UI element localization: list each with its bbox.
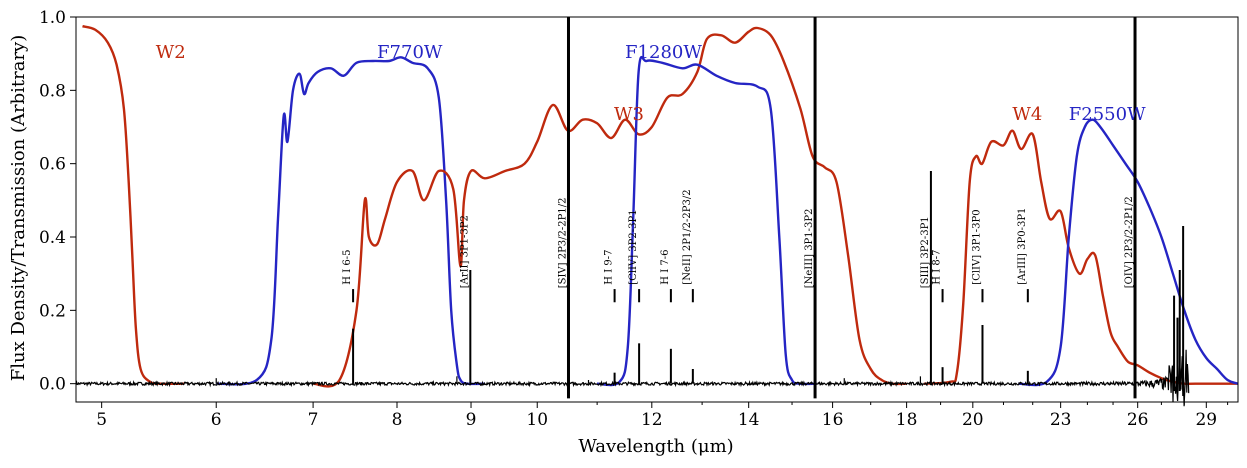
- y-tick-label: 0.6: [39, 155, 66, 175]
- emission-line-label: [ClIV] 3P1-3P0: [972, 209, 983, 284]
- emission-line-label: [NeIII] 3P1-3P2: [804, 209, 815, 289]
- band-label-f2550w: F2550W: [1069, 104, 1146, 125]
- x-tick-label: 5: [96, 410, 107, 430]
- labels-group: W2 F770W W3 F1280W W4 F2550W: [156, 42, 1146, 125]
- plot-frame: [75, 16, 1239, 403]
- band-label-f770w: F770W: [377, 42, 443, 63]
- band-label-w3: W3: [614, 104, 644, 125]
- emission-line-label: [ArIII] 3P0-3P1: [1017, 208, 1028, 285]
- emission-line-label: [SIII] 3P2-3P1: [920, 216, 931, 288]
- y-tick-label: 0.0: [39, 375, 66, 395]
- x-tick-label: 20: [962, 410, 984, 430]
- emission-line-label: H I 7-6: [660, 250, 671, 285]
- x-tick-label: 16: [822, 410, 844, 430]
- x-tick-label: 26: [1127, 410, 1149, 430]
- x-tick-label: 8: [392, 410, 403, 430]
- emission-line-label: H I 8-7: [932, 250, 943, 285]
- spectrum-line: [75, 349, 1190, 407]
- y-tick-label: 0.8: [39, 81, 66, 101]
- emission-lines-group: H I 6-5 [ArII] 3P1-3P2 [SIV] 2P3/2-2P1/2 H …: [342, 17, 1137, 399]
- series-line-f2550w: [1018, 118, 1239, 387]
- series-line-w4: [923, 129, 1238, 386]
- x-tick-label: 23: [1050, 410, 1072, 430]
- series-line-w3: [312, 26, 907, 388]
- x-tick-label: 14: [738, 410, 760, 430]
- band-label-f1280w: F1280W: [625, 42, 702, 63]
- emission-line-label: [SIV] 2P3/2-2P1/2: [558, 198, 569, 289]
- band-label-w4: W4: [1012, 104, 1042, 125]
- x-tick-label: 29: [1195, 410, 1217, 430]
- axes-group: 5 6 7 8 9 10 12 14 16 18 20 23 26 29 0.0 0.2 0.4 0.6 0.8 1.…: [39, 8, 1239, 430]
- x-tick-label: 7: [308, 410, 319, 430]
- emission-line-label: [ArII] 3P1-3P2: [459, 215, 470, 288]
- emission-line-label: [OIV] 2P3/2-2P1/2: [1124, 196, 1135, 288]
- emission-line-label: H I 9-7: [604, 250, 615, 285]
- spectrum-group: [75, 226, 1190, 407]
- x-tick-label: 12: [641, 410, 663, 430]
- y-tick-label: 0.4: [39, 228, 66, 248]
- series-line-f1280w: [597, 56, 817, 387]
- band-label-w2: W2: [156, 42, 186, 63]
- x-tick-label: 10: [526, 410, 548, 430]
- x-axis-title: Wavelength (μm): [578, 436, 733, 457]
- x-tick-label: 6: [211, 410, 222, 430]
- emission-line-label: H I 6-5: [342, 250, 353, 285]
- series-line-w2: [82, 25, 185, 386]
- series-line-f770w: [216, 56, 485, 386]
- y-tick-label: 0.2: [39, 301, 66, 321]
- emission-line-label: [ClIV] 3P2-3P1: [628, 209, 639, 284]
- x-tick-label: 9: [466, 410, 477, 430]
- y-tick-label: 1.0: [39, 8, 66, 28]
- emission-line-label: [NeII] 2P1/2-2P3/2: [682, 189, 693, 284]
- y-axis-title: Flux Density/Transmission (Arbitrary): [8, 35, 29, 382]
- series-group: [82, 25, 1239, 388]
- x-tick-label: 18: [896, 410, 918, 430]
